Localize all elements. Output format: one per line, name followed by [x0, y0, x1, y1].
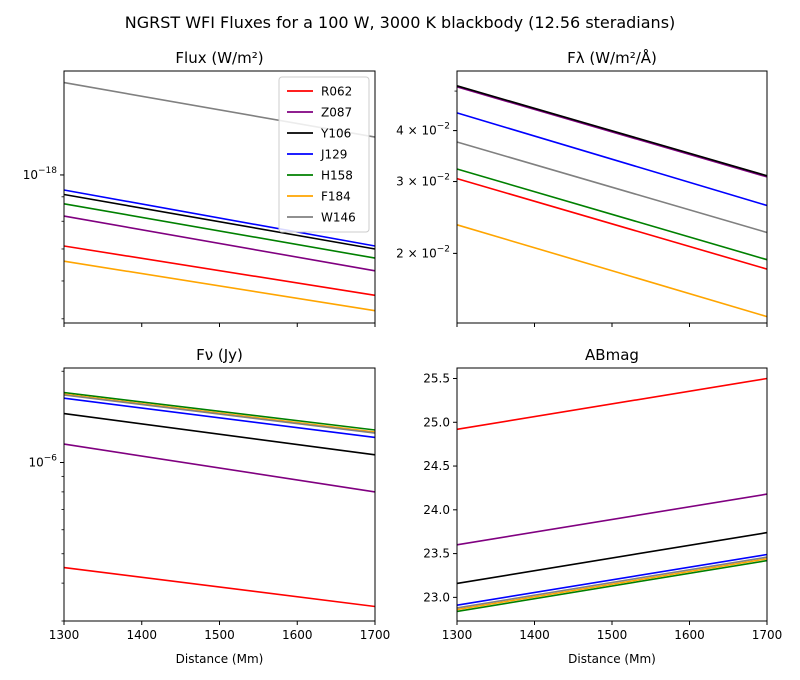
y-tick-label: 23.0	[423, 590, 450, 604]
figure-title: NGRST WFI Fluxes for a 100 W, 3000 K bla…	[125, 13, 676, 32]
legend-label-J129: J129	[320, 148, 347, 162]
legend: R062 Z087 Y106 J129 H158 F184 W146	[278, 76, 370, 233]
x-tick-label: 1300	[442, 628, 473, 642]
legend-label-W146: W146	[321, 211, 356, 225]
series-line-H158	[456, 559, 768, 613]
axes-frame	[63, 367, 376, 622]
x-axis-label: Distance (Mm)	[176, 652, 264, 666]
x-tick-label: 1500	[204, 628, 235, 642]
series-line-W146	[456, 141, 768, 234]
x-tick-label: 1700	[752, 628, 783, 642]
panel-title: Fλ (W/m²/Å)	[567, 48, 657, 67]
series-line-F184	[456, 224, 768, 318]
series-line-F184	[456, 558, 768, 611]
series-line-F184	[63, 393, 376, 433]
x-tick-label: 1300	[49, 628, 80, 642]
series-line-R062	[456, 177, 768, 270]
chart-panel-2: Fλ (W/m²/Å) 2 × 10−2 3 × 10−2 4 × 10−2	[396, 48, 768, 327]
series-line-J129	[63, 189, 376, 247]
x-tick-label: 1600	[282, 628, 313, 642]
panel-title: Flux (W/m²)	[175, 49, 263, 67]
legend-label-Z087: Z087	[321, 106, 352, 120]
chart-panel-1: Flux (W/m²) 10−18 R062 Z087 Y106 J129 H158 F184…	[23, 49, 376, 327]
series-line-Z087	[63, 443, 376, 493]
x-tick-label: 1700	[360, 628, 391, 642]
series-line-R062	[63, 566, 376, 608]
y-tick-label: 10−18	[23, 166, 58, 182]
series-line-W146	[63, 394, 376, 434]
axes-frame	[456, 70, 768, 324]
series-line-R062	[456, 377, 768, 431]
series-line-Z087	[456, 493, 768, 546]
series-line-Y106	[456, 531, 768, 585]
series-line-Y106	[456, 85, 768, 177]
series-line-J129	[456, 112, 768, 207]
series-line-R062	[63, 245, 376, 297]
legend-label-R062: R062	[321, 85, 352, 99]
series-line-Z087	[456, 86, 768, 178]
panel-title: Fν (Jy)	[196, 346, 243, 364]
series-line-Z087	[63, 215, 376, 272]
series-line-J129	[63, 397, 376, 439]
x-tick-label: 1600	[674, 628, 705, 642]
legend-label-H158: H158	[321, 169, 353, 183]
series-line-Y106	[63, 412, 376, 456]
panels: Flux (W/m²) 10−18 R062 Z087 Y106 J129 H158 F184…	[23, 48, 783, 666]
chart-panel-3: Fν (Jy) 1300 1400 1500 1600 1700 Distance (Mm)…	[28, 346, 390, 666]
y-tick-label: 4 × 10−2	[396, 122, 450, 138]
y-tick-label: 24.5	[423, 459, 450, 473]
y-tick-label: 25.5	[423, 372, 450, 386]
panel-title: ABmag	[585, 346, 639, 364]
legend-label-F184: F184	[321, 190, 351, 204]
y-tick-label: 10−6	[28, 454, 57, 470]
series-line-H158	[456, 168, 768, 261]
x-tick-label: 1400	[126, 628, 157, 642]
legend-box	[278, 76, 370, 233]
series-line-J129	[456, 553, 768, 606]
series-line-Y106	[63, 193, 376, 250]
x-tick-label: 1500	[597, 628, 628, 642]
legend-label-Y106: Y106	[320, 127, 351, 141]
y-tick-label: 24.0	[423, 503, 450, 517]
x-axis-label: Distance (Mm)	[568, 652, 656, 666]
series-line-W146	[456, 556, 768, 609]
y-tick-label: 23.5	[423, 547, 450, 561]
series-line-H158	[63, 203, 376, 259]
series-line-F184	[63, 260, 376, 312]
y-tick-label: 3 × 10−2	[396, 173, 450, 189]
y-tick-label: 2 × 10−2	[396, 244, 450, 260]
x-tick-label: 1400	[519, 628, 550, 642]
y-tick-label: 25.0	[423, 415, 450, 429]
chart-panel-4: ABmag 1300 1400 1500 1600 1700 Distance (Mm) 23…	[423, 346, 782, 666]
series-line-H158	[63, 391, 376, 431]
